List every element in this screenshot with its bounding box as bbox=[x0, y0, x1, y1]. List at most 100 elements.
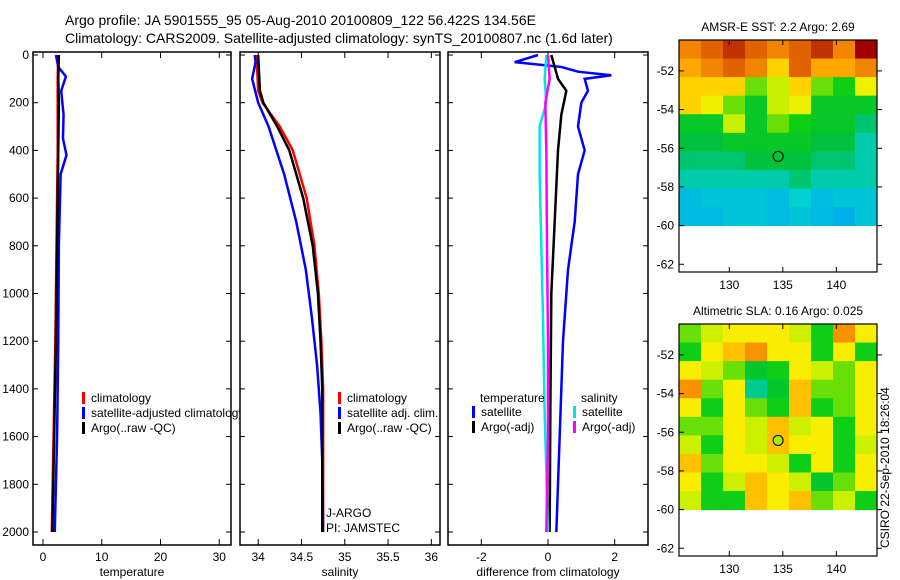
legend-swatch bbox=[472, 406, 475, 418]
map-cell bbox=[855, 361, 878, 381]
map-cell bbox=[701, 40, 724, 60]
map-cell bbox=[767, 342, 790, 362]
map-cell bbox=[833, 435, 856, 455]
y-tick-label: -56 bbox=[657, 425, 675, 439]
x-tick-label: 0 bbox=[545, 550, 552, 564]
y-tick-label: 0 bbox=[22, 48, 29, 62]
map-cell bbox=[833, 77, 856, 97]
map-cell bbox=[789, 114, 812, 134]
y-tick-label: -60 bbox=[657, 503, 675, 517]
legend-swatch bbox=[338, 407, 341, 419]
map-cell bbox=[679, 491, 702, 511]
map-cell bbox=[679, 58, 702, 78]
x-tick-label: -2 bbox=[476, 550, 487, 564]
map-cell bbox=[789, 58, 812, 78]
map-cell bbox=[723, 58, 746, 78]
map-cell bbox=[855, 58, 878, 78]
legend-label: climatology bbox=[91, 391, 151, 405]
map-cell bbox=[833, 491, 856, 511]
map-cell bbox=[701, 207, 724, 227]
y-tick-label: -54 bbox=[657, 387, 675, 401]
map-cell bbox=[745, 435, 768, 455]
map-cell bbox=[855, 114, 878, 134]
map-cell bbox=[723, 40, 746, 60]
map-cell bbox=[811, 453, 834, 473]
legend-swatch bbox=[82, 392, 85, 404]
map-cell bbox=[701, 151, 724, 171]
sla-map-title: Altimetric SLA: 0.16 Argo: 0.025 bbox=[693, 304, 863, 318]
y-tick-label: -62 bbox=[657, 541, 675, 555]
annotation-text: J-ARGO bbox=[326, 506, 371, 520]
map-cell bbox=[701, 361, 724, 381]
map-cell bbox=[767, 132, 790, 152]
map-cell bbox=[789, 40, 812, 60]
map-cell bbox=[833, 169, 856, 189]
map-cell bbox=[833, 151, 856, 171]
series-line-satellite-adj-clim- bbox=[250, 54, 325, 533]
map-cell bbox=[767, 324, 790, 344]
legend-label: Argo(-adj) bbox=[582, 420, 635, 434]
map-cell bbox=[701, 132, 724, 152]
map-cell bbox=[855, 416, 878, 436]
y-tick-label: 200 bbox=[9, 96, 29, 110]
map-cell bbox=[833, 324, 856, 344]
map-cell bbox=[855, 398, 878, 418]
map-cell bbox=[745, 151, 768, 171]
x-tick-label: 35.5 bbox=[376, 550, 400, 564]
map-cell bbox=[745, 453, 768, 473]
map-cell bbox=[745, 95, 768, 115]
legend-label: satellite adj. clim. bbox=[347, 406, 438, 420]
map-cell bbox=[679, 435, 702, 455]
map-cell bbox=[855, 169, 878, 189]
map-cell bbox=[679, 472, 702, 492]
map-cell bbox=[833, 361, 856, 381]
x-tick-label: 130 bbox=[719, 562, 739, 576]
map-cell bbox=[811, 398, 834, 418]
map-cell bbox=[833, 398, 856, 418]
map-cell bbox=[811, 361, 834, 381]
sla-map-panel: Altimetric SLA: 0.16 Argo: 0.025 130 135 14… bbox=[657, 304, 882, 576]
series-line-salinity-satellite bbox=[538, 54, 550, 533]
map-cell bbox=[811, 435, 834, 455]
map-cell bbox=[767, 114, 790, 134]
legend-label: Argo(..raw -QC) bbox=[347, 421, 432, 435]
map-cell bbox=[811, 491, 834, 511]
map-cell bbox=[855, 151, 878, 171]
map-cell bbox=[723, 472, 746, 492]
x-axis-label: salinity bbox=[322, 565, 359, 579]
map-cell bbox=[723, 95, 746, 115]
map-cell bbox=[833, 40, 856, 60]
map-cell bbox=[855, 132, 878, 152]
series-line-satellite-adjusted-climatology bbox=[53, 54, 68, 533]
map-cell bbox=[701, 77, 724, 97]
map-cell bbox=[833, 132, 856, 152]
x-tick-label: 35 bbox=[338, 550, 352, 564]
map-cell bbox=[811, 188, 834, 208]
x-tick-label: 2 bbox=[611, 550, 618, 564]
map-cell bbox=[701, 472, 724, 492]
map-cell bbox=[811, 114, 834, 134]
map-cell bbox=[745, 58, 768, 78]
x-axis-label: difference from climatology bbox=[476, 565, 619, 579]
y-tick-label: 1600 bbox=[2, 430, 29, 444]
y-tick-label: -54 bbox=[657, 103, 675, 117]
map-cell bbox=[855, 207, 878, 227]
legend-swatch bbox=[573, 406, 576, 418]
map-cell bbox=[833, 207, 856, 227]
map-cell bbox=[833, 95, 856, 115]
map-cell bbox=[811, 342, 834, 362]
map-cell bbox=[723, 188, 746, 208]
map-cell bbox=[679, 40, 702, 60]
map-cell bbox=[723, 151, 746, 171]
map-cell bbox=[789, 379, 812, 399]
map-cell bbox=[679, 361, 702, 381]
map-cell bbox=[679, 95, 702, 115]
map-cell bbox=[833, 188, 856, 208]
map-cell bbox=[679, 342, 702, 362]
map-cell bbox=[789, 398, 812, 418]
y-tick-label: -52 bbox=[657, 348, 675, 362]
y-tick-label: 1200 bbox=[2, 334, 29, 348]
map-cell bbox=[745, 169, 768, 189]
